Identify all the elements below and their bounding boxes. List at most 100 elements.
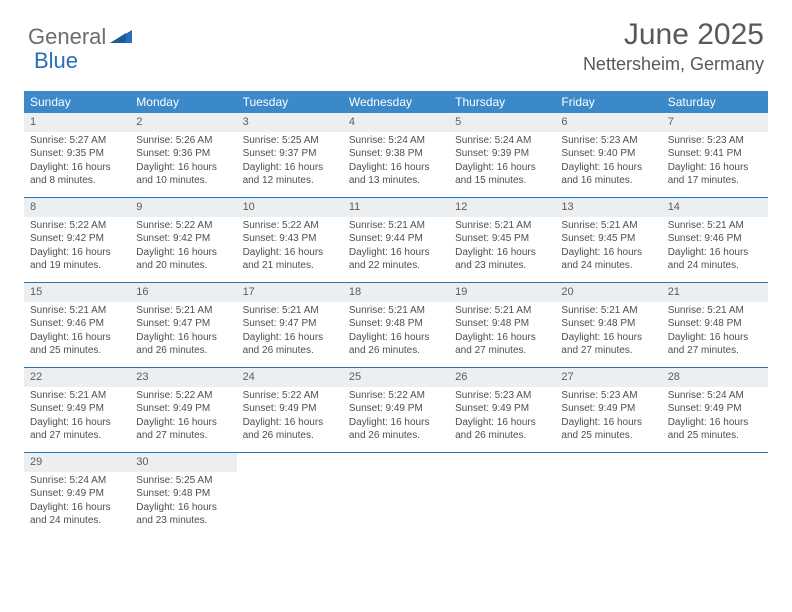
day-daylight1: Daylight: 16 hours <box>136 501 230 515</box>
day-number: 12 <box>449 198 555 217</box>
day-daylight1: Daylight: 16 hours <box>455 416 549 430</box>
day-body: Sunrise: 5:21 AMSunset: 9:48 PMDaylight:… <box>555 302 661 358</box>
day-daylight2: and 19 minutes. <box>30 259 124 273</box>
day-daylight2: and 26 minutes. <box>455 429 549 443</box>
calendar-cell: 12Sunrise: 5:21 AMSunset: 9:45 PMDayligh… <box>449 198 555 282</box>
day-body: Sunrise: 5:22 AMSunset: 9:49 PMDaylight:… <box>343 387 449 443</box>
day-sunrise: Sunrise: 5:21 AM <box>455 219 549 233</box>
day-sunrise: Sunrise: 5:21 AM <box>561 304 655 318</box>
calendar-cell <box>449 453 555 537</box>
day-sunset: Sunset: 9:49 PM <box>30 487 124 501</box>
day-sunrise: Sunrise: 5:21 AM <box>349 304 443 318</box>
day-daylight2: and 22 minutes. <box>349 259 443 273</box>
day-body: Sunrise: 5:23 AMSunset: 9:49 PMDaylight:… <box>555 387 661 443</box>
calendar-cell <box>237 453 343 537</box>
day-body: Sunrise: 5:24 AMSunset: 9:38 PMDaylight:… <box>343 132 449 188</box>
day-daylight1: Daylight: 16 hours <box>349 331 443 345</box>
day-sunset: Sunset: 9:45 PM <box>561 232 655 246</box>
day-number: 28 <box>662 368 768 387</box>
day-body: Sunrise: 5:21 AMSunset: 9:46 PMDaylight:… <box>24 302 130 358</box>
day-sunset: Sunset: 9:47 PM <box>136 317 230 331</box>
week-row: 15Sunrise: 5:21 AMSunset: 9:46 PMDayligh… <box>24 283 768 368</box>
day-sunset: Sunset: 9:45 PM <box>455 232 549 246</box>
day-sunset: Sunset: 9:37 PM <box>243 147 337 161</box>
day-sunrise: Sunrise: 5:21 AM <box>349 219 443 233</box>
day-sunset: Sunset: 9:48 PM <box>349 317 443 331</box>
day-name-sat: Saturday <box>662 91 768 113</box>
day-daylight2: and 24 minutes. <box>668 259 762 273</box>
day-body: Sunrise: 5:24 AMSunset: 9:39 PMDaylight:… <box>449 132 555 188</box>
days-header-row: Sunday Monday Tuesday Wednesday Thursday… <box>24 91 768 113</box>
header: General June 2025 Nettersheim, Germany <box>0 0 792 81</box>
day-body: Sunrise: 5:22 AMSunset: 9:49 PMDaylight:… <box>130 387 236 443</box>
day-daylight2: and 26 minutes. <box>136 344 230 358</box>
day-body: Sunrise: 5:23 AMSunset: 9:41 PMDaylight:… <box>662 132 768 188</box>
day-number: 19 <box>449 283 555 302</box>
day-number: 26 <box>449 368 555 387</box>
day-sunset: Sunset: 9:49 PM <box>668 402 762 416</box>
day-sunrise: Sunrise: 5:21 AM <box>561 219 655 233</box>
day-daylight2: and 26 minutes. <box>243 429 337 443</box>
day-sunset: Sunset: 9:49 PM <box>243 402 337 416</box>
day-number: 27 <box>555 368 661 387</box>
day-daylight1: Daylight: 16 hours <box>30 161 124 175</box>
location-label: Nettersheim, Germany <box>583 54 764 75</box>
day-daylight2: and 15 minutes. <box>455 174 549 188</box>
day-daylight1: Daylight: 16 hours <box>668 246 762 260</box>
day-number: 18 <box>343 283 449 302</box>
day-sunrise: Sunrise: 5:22 AM <box>136 219 230 233</box>
day-daylight1: Daylight: 16 hours <box>561 416 655 430</box>
day-number: 10 <box>237 198 343 217</box>
calendar-cell: 24Sunrise: 5:22 AMSunset: 9:49 PMDayligh… <box>237 368 343 452</box>
day-name-thu: Thursday <box>449 91 555 113</box>
day-sunrise: Sunrise: 5:22 AM <box>243 219 337 233</box>
day-sunrise: Sunrise: 5:24 AM <box>455 134 549 148</box>
day-daylight1: Daylight: 16 hours <box>455 246 549 260</box>
day-body: Sunrise: 5:21 AMSunset: 9:45 PMDaylight:… <box>449 217 555 273</box>
day-daylight1: Daylight: 16 hours <box>349 161 443 175</box>
day-daylight2: and 24 minutes. <box>561 259 655 273</box>
day-daylight2: and 25 minutes. <box>561 429 655 443</box>
logo-text-general: General <box>28 24 106 50</box>
day-body: Sunrise: 5:22 AMSunset: 9:43 PMDaylight:… <box>237 217 343 273</box>
day-body: Sunrise: 5:21 AMSunset: 9:48 PMDaylight:… <box>662 302 768 358</box>
day-daylight2: and 26 minutes. <box>243 344 337 358</box>
calendar: Sunday Monday Tuesday Wednesday Thursday… <box>24 91 768 537</box>
day-daylight1: Daylight: 16 hours <box>561 246 655 260</box>
day-body: Sunrise: 5:26 AMSunset: 9:36 PMDaylight:… <box>130 132 236 188</box>
day-daylight2: and 10 minutes. <box>136 174 230 188</box>
day-daylight2: and 21 minutes. <box>243 259 337 273</box>
day-daylight2: and 25 minutes. <box>30 344 124 358</box>
weeks-container: 1Sunrise: 5:27 AMSunset: 9:35 PMDaylight… <box>24 113 768 537</box>
calendar-cell: 20Sunrise: 5:21 AMSunset: 9:48 PMDayligh… <box>555 283 661 367</box>
day-sunrise: Sunrise: 5:23 AM <box>561 134 655 148</box>
calendar-cell <box>555 453 661 537</box>
day-name-sun: Sunday <box>24 91 130 113</box>
day-sunrise: Sunrise: 5:22 AM <box>349 389 443 403</box>
day-sunset: Sunset: 9:49 PM <box>561 402 655 416</box>
week-row: 29Sunrise: 5:24 AMSunset: 9:49 PMDayligh… <box>24 453 768 537</box>
day-body: Sunrise: 5:22 AMSunset: 9:42 PMDaylight:… <box>24 217 130 273</box>
day-body: Sunrise: 5:21 AMSunset: 9:48 PMDaylight:… <box>449 302 555 358</box>
day-sunrise: Sunrise: 5:21 AM <box>243 304 337 318</box>
day-sunset: Sunset: 9:48 PM <box>668 317 762 331</box>
day-daylight1: Daylight: 16 hours <box>668 331 762 345</box>
day-daylight2: and 20 minutes. <box>136 259 230 273</box>
day-sunrise: Sunrise: 5:21 AM <box>30 304 124 318</box>
calendar-cell <box>343 453 449 537</box>
calendar-cell: 6Sunrise: 5:23 AMSunset: 9:40 PMDaylight… <box>555 113 661 197</box>
day-daylight1: Daylight: 16 hours <box>561 161 655 175</box>
day-daylight2: and 27 minutes. <box>136 429 230 443</box>
day-body: Sunrise: 5:21 AMSunset: 9:46 PMDaylight:… <box>662 217 768 273</box>
day-daylight2: and 27 minutes. <box>668 344 762 358</box>
day-daylight2: and 26 minutes. <box>349 344 443 358</box>
calendar-cell: 26Sunrise: 5:23 AMSunset: 9:49 PMDayligh… <box>449 368 555 452</box>
day-sunset: Sunset: 9:36 PM <box>136 147 230 161</box>
day-daylight2: and 26 minutes. <box>349 429 443 443</box>
calendar-cell: 8Sunrise: 5:22 AMSunset: 9:42 PMDaylight… <box>24 198 130 282</box>
day-number: 4 <box>343 113 449 132</box>
calendar-cell: 11Sunrise: 5:21 AMSunset: 9:44 PMDayligh… <box>343 198 449 282</box>
day-body: Sunrise: 5:21 AMSunset: 9:47 PMDaylight:… <box>237 302 343 358</box>
day-daylight2: and 16 minutes. <box>561 174 655 188</box>
calendar-cell: 27Sunrise: 5:23 AMSunset: 9:49 PMDayligh… <box>555 368 661 452</box>
